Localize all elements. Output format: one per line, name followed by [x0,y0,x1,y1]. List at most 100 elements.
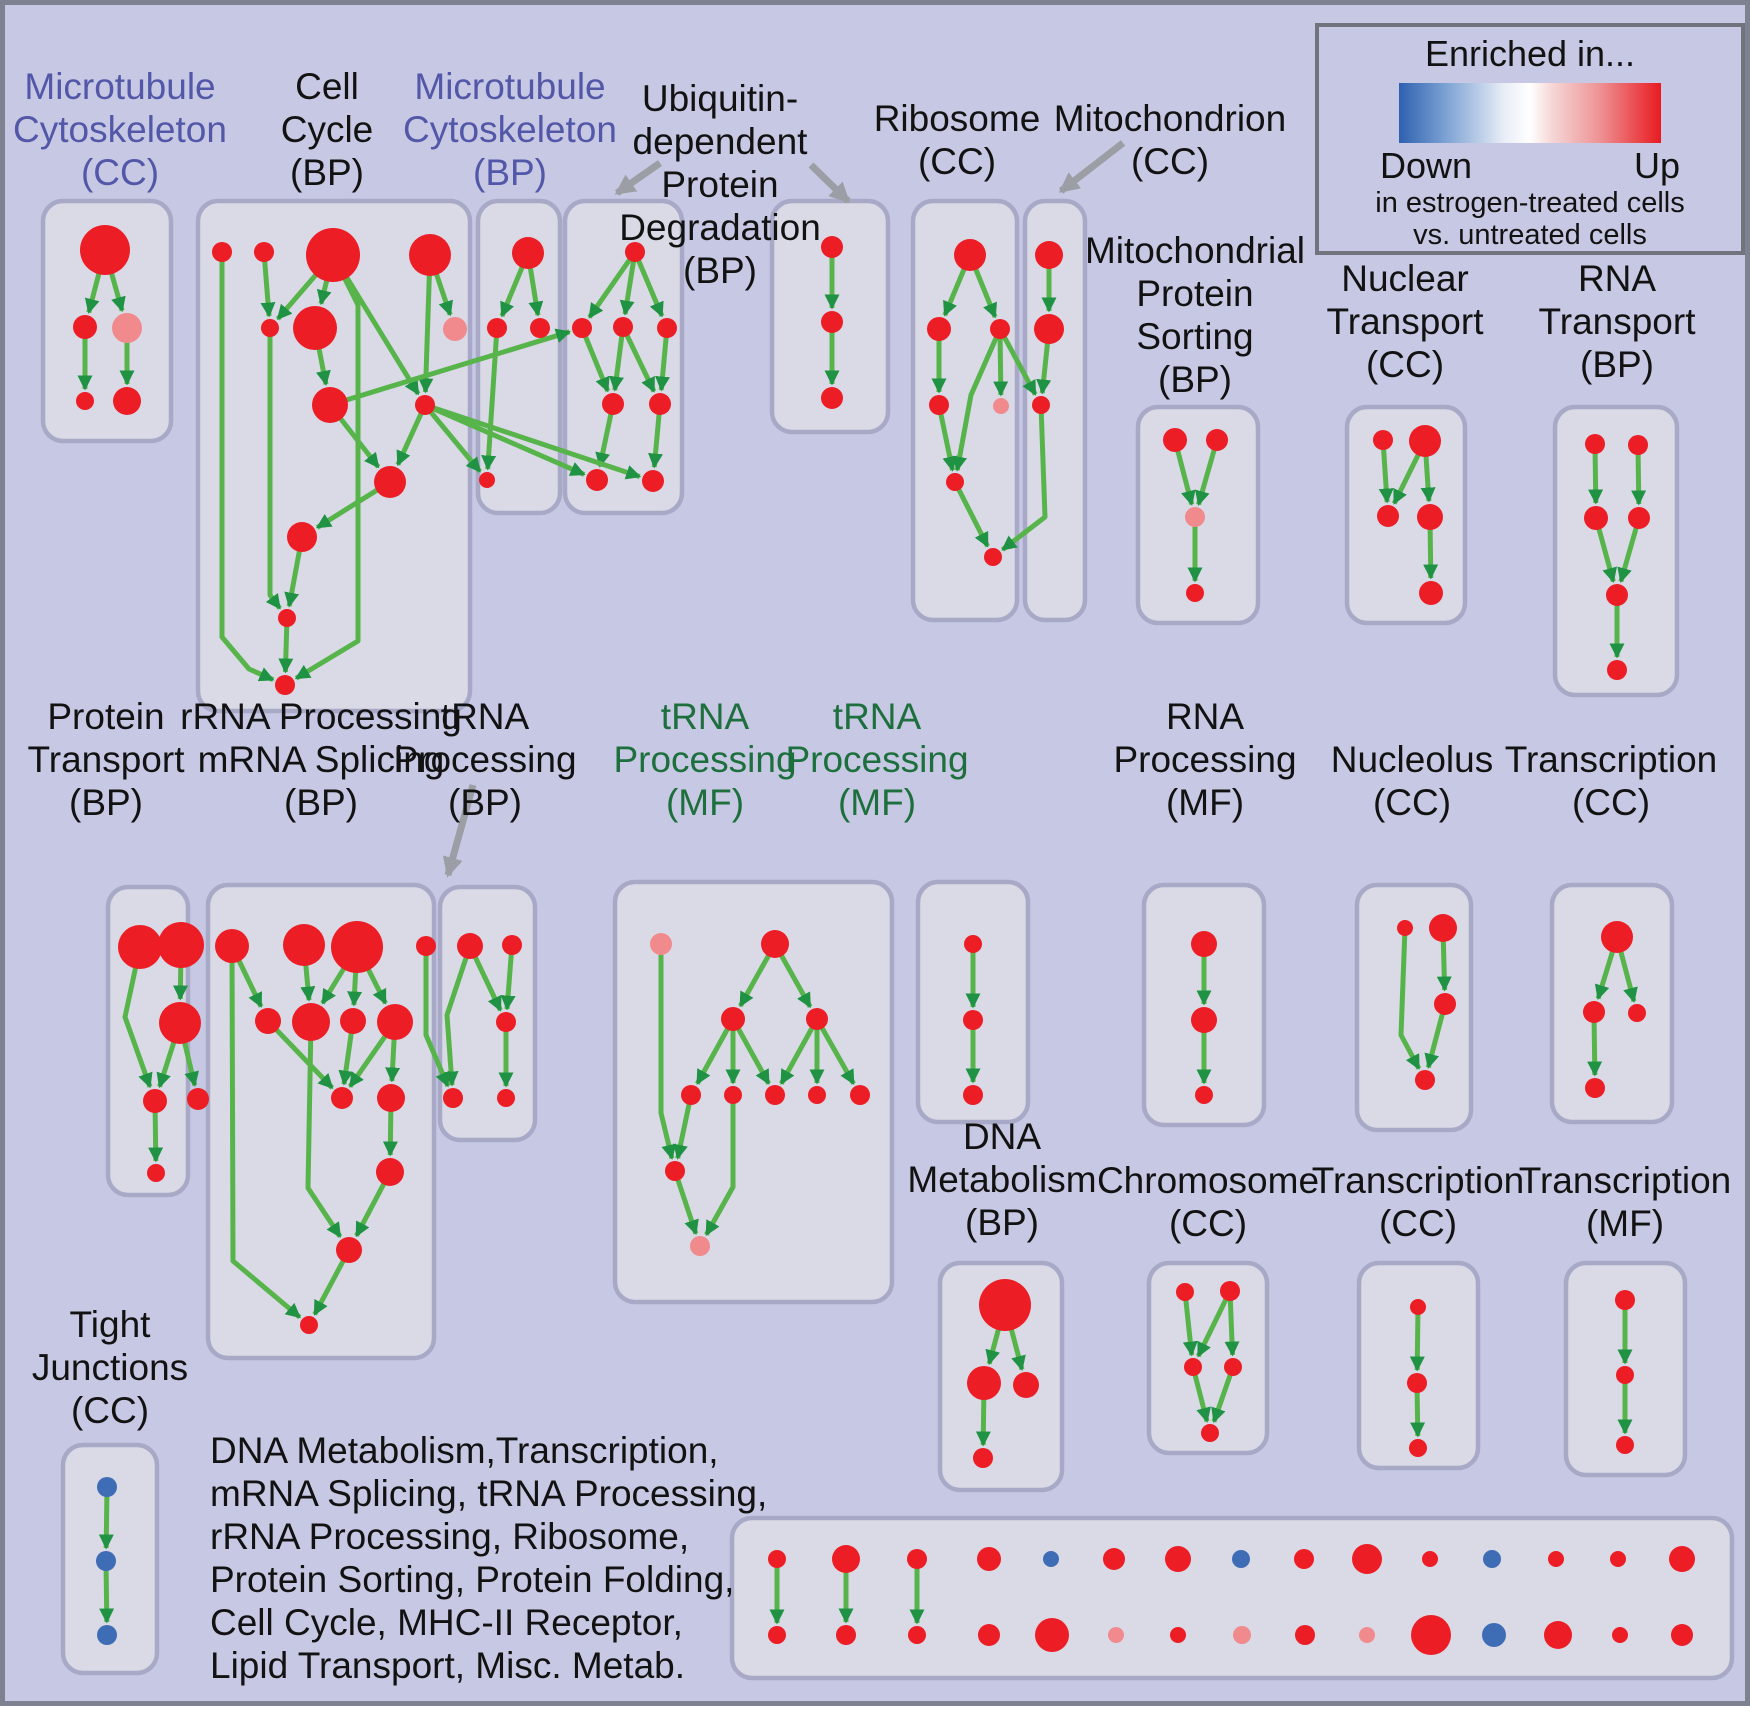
go-term-node [97,1477,117,1497]
go-term-node [1013,1372,1039,1398]
go-term-node [850,1085,870,1105]
go-term-node [978,1624,1000,1646]
cluster-label-nuc: Nucleolus (CC) [1331,738,1493,824]
go-term-node [572,318,592,338]
go-term-node [293,306,337,350]
go-term-node [1103,1548,1125,1570]
cluster-label-cc: Cell Cycle (BP) [281,65,374,194]
go-term-node [1422,1551,1438,1567]
go-term-node [443,1088,463,1108]
legend-box: Enriched in... Down Up in estrogen-treat… [1315,23,1745,255]
cluster-label-line: RNA [1165,696,1245,737]
go-term-node [1411,1615,1451,1655]
edge-arrow [1398,927,1422,1070]
edge-arrow [673,1094,694,1160]
edge-arrow [1190,1366,1211,1423]
cluster-label-line: (BP) [1158,359,1232,400]
cluster-label-line: Transport [1326,301,1484,342]
edge-arrow [814,1017,856,1085]
go-term-node [212,242,232,262]
edge-arrow [122,946,153,1089]
go-term-node [765,1085,785,1105]
cluster-label-line: Cycle [280,109,374,150]
cluster-label-line: (BP) [683,250,757,291]
cluster-label-line: (CC) [70,1390,150,1431]
cluster-label-line: (MF) [837,782,917,823]
go-term-node [836,1625,856,1645]
cluster-label-line: (MF) [1585,1203,1665,1244]
misc-note: DNA Metabolism,Transcription, mRNA Splic… [210,1429,767,1687]
go-term-node [1671,1624,1693,1646]
go-term-node [1417,504,1443,530]
go-term-node [1410,1299,1426,1315]
cluster-label-line: (CC) [1372,782,1452,823]
edge-arrow [99,1560,115,1624]
go-term-node [292,1003,330,1041]
go-term-node [642,470,664,492]
edge-arrow [1617,517,1642,583]
cluster-label-line: Tight [69,1304,151,1345]
cluster-label-mito: Mitochondrion (CC) [1054,97,1286,183]
go-term-node [1429,914,1457,942]
cluster-label-tmf: Transcription (MF) [1519,1159,1731,1245]
go-term-node [821,311,843,333]
go-term-node [1409,425,1441,457]
go-term-node [1220,1281,1240,1301]
cluster-label-line: (BP) [69,782,143,823]
go-term-node [1176,1283,1194,1301]
cluster-label-mps: Mitochondrial Protein Sorting (BP) [1085,229,1305,401]
edge-arrow [632,251,665,318]
go-term-node [143,1089,167,1113]
go-term-node [1201,1424,1219,1442]
label-pointer-arrow [614,160,663,196]
cluster-label-line: (CC) [80,152,160,193]
edge-arrow [294,253,361,681]
go-term-node [443,317,467,341]
diagram-svg [40,140,1735,1681]
edge-arrow [481,327,500,471]
go-term-node [80,225,130,275]
edge-arrow [219,252,275,683]
edge-arrow [779,1017,820,1085]
go-term-node [409,234,451,276]
legend-caption-1: in estrogen-treated cells [1375,187,1685,219]
cluster-label-dnam: DNA Metabolism (BP) [907,1115,1096,1244]
cluster-label-line: Transcription [1504,739,1718,780]
go-term-node [979,1279,1031,1331]
edge-arrow [579,327,611,393]
edge-arrow [260,251,276,318]
go-term-node [1615,1290,1635,1310]
legend-caption-2: vs. untreated cells [1413,219,1647,251]
cluster-label-line: Cell [295,66,359,107]
legend-up-label: Up [1633,145,1680,186]
go-term-node [502,935,522,955]
go-term-node [1043,1551,1059,1567]
go-term-node [1163,428,1187,452]
edge-arrow [1000,404,1048,552]
edge-arrow [695,1017,736,1085]
go-term-node [602,393,624,415]
edge-arrow [1182,1291,1198,1357]
go-term-node [1409,1439,1427,1457]
cluster-label-line: mRNA Splicing [197,739,445,780]
go-term-node [1607,660,1627,680]
cluster-box-ub [562,198,685,516]
cluster-label-line: Ubiquitin- [641,78,799,119]
cluster-label-line: Sorting [1136,316,1254,357]
go-term-node [278,609,296,627]
go-term-node [1294,1549,1314,1569]
go-term-node [1548,1551,1564,1567]
misc-note-line: rRNA Processing, Ribosome, [210,1516,690,1557]
cluster-box-rt [1552,404,1680,698]
edge-arrow [704,1095,736,1236]
go-term-node [1583,1001,1605,1023]
edge-arrow [266,1019,335,1090]
go-term-node [832,1545,860,1573]
go-term-node [275,675,295,695]
go-term-node [1233,1626,1251,1644]
edge-arrow [424,402,642,480]
cluster-label-line: (CC) [1378,1203,1458,1244]
cluster-label-line: Cytoskeleton [13,109,227,150]
edge-arrow [278,617,294,674]
go-term-node [1232,1550,1250,1568]
